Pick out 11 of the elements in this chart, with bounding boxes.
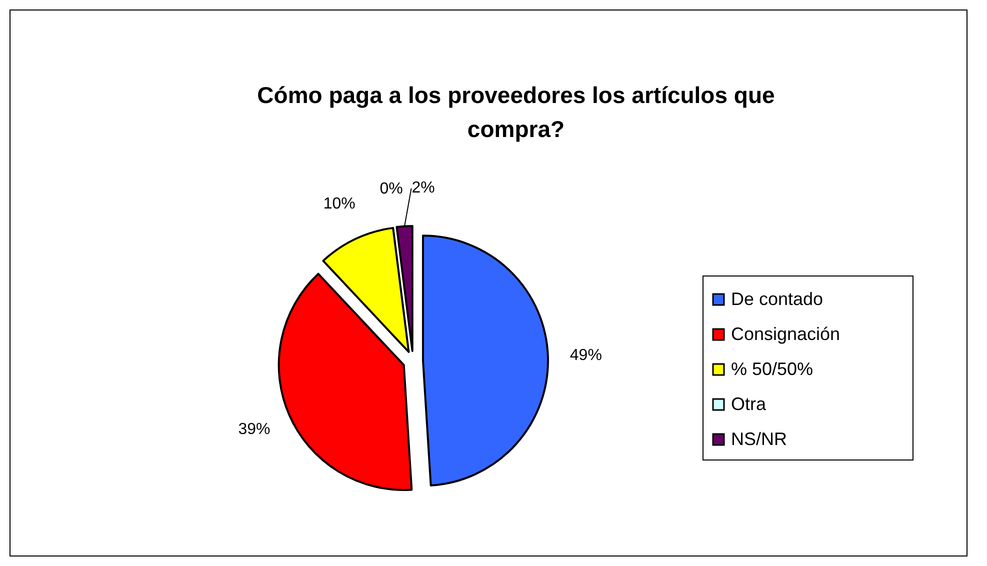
legend-label: De contado [731, 288, 824, 309]
legend-label: Consignación [731, 324, 840, 344]
data-label: 2% [412, 180, 435, 197]
legend-label: % 50/50% [731, 358, 814, 379]
data-label: 39% [238, 420, 270, 438]
legend-label: NS/NR [731, 428, 788, 449]
data-label: 10% [323, 196, 356, 213]
data-label: 49% [570, 346, 602, 364]
text: 0% [380, 180, 403, 198]
chart-title: Cómo paga a los proveedores los artículos que compra? [257, 82, 775, 142]
legend-label: Otra [731, 394, 767, 414]
